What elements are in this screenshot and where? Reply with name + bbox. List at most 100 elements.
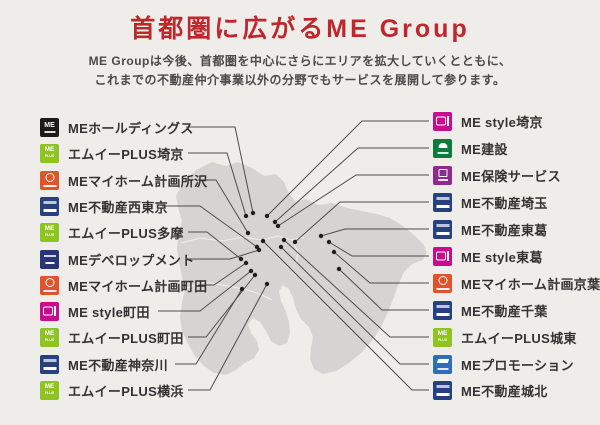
location-dot (275, 223, 281, 229)
connector-line (328, 241, 429, 257)
prefecture-border (183, 281, 273, 301)
company-item[interactable]: ME不動産西東京 (40, 196, 168, 216)
company-item[interactable]: ME不動産神奈川 (40, 354, 168, 374)
connector-line (186, 249, 260, 260)
company-item[interactable]: MEマイホーム計画京葉 (433, 273, 600, 293)
company-label: エムイーPLUS埼京 (68, 146, 184, 162)
company-label: ME不動産東葛 (461, 222, 548, 238)
connector-line (186, 126, 254, 214)
location-dot (336, 266, 342, 272)
company-item[interactable]: MEマイホーム計画町田 (40, 275, 207, 295)
company-label: MEプロモーション (461, 357, 574, 373)
company-label: ME style埼京 (461, 114, 543, 130)
location-dot (243, 260, 249, 266)
connector-line (188, 274, 256, 338)
company-item[interactable]: ME style町田 (40, 301, 150, 321)
company-label: MEマイホーム計画所沢 (68, 173, 208, 189)
me-fudosan-logo-icon (40, 196, 59, 216)
me-fudosan-logo-icon (40, 354, 59, 374)
location-dot (272, 219, 278, 225)
me-style-logo-icon (433, 111, 452, 131)
company-label: ME不動産神奈川 (68, 357, 168, 373)
me-myhome-logo-icon (433, 273, 452, 293)
connector-line (338, 268, 429, 311)
me-plus-logo-icon (40, 222, 59, 242)
company-item[interactable]: エムイーPLUS多摩 (40, 222, 184, 242)
connector-line (320, 228, 429, 237)
location-dot (318, 233, 324, 239)
me-kensetsu-logo-icon (433, 138, 452, 158)
connector-line (198, 262, 247, 286)
location-dot (252, 272, 258, 278)
connector-line (188, 283, 268, 391)
company-item[interactable]: MEプロモーション (433, 354, 574, 374)
connector-line (277, 174, 429, 227)
me-fudosan-logo-icon (433, 300, 452, 320)
me-holdings-logo-icon (40, 117, 59, 137)
company-label: エムイーPLUS多摩 (68, 225, 184, 241)
company-item[interactable]: MEデベロップメント (40, 249, 195, 269)
company-item[interactable]: MEホールディングス (40, 117, 194, 137)
connector-line (333, 251, 429, 284)
location-dot (264, 281, 270, 287)
page-subtitle: ME Groupは今後、首都圏を中心にさらにエリアを拡大していくとともに、 これ… (0, 52, 600, 90)
location-dot (250, 210, 256, 216)
company-label: MEマイホーム計画町田 (68, 278, 208, 294)
company-item[interactable]: MEマイホーム計画所沢 (40, 170, 207, 190)
me-plus-logo-icon (40, 143, 59, 163)
company-label: エムイーPLUS城東 (461, 330, 577, 346)
me-style-logo-icon (40, 301, 59, 321)
company-label: MEホールディングス (68, 120, 194, 136)
company-item[interactable]: ME不動産東葛 (433, 219, 548, 239)
company-label: エムイーPLUS町田 (68, 330, 184, 346)
me-myhome-logo-icon (40, 275, 59, 295)
prefecture-border (291, 239, 299, 265)
location-dot (243, 213, 249, 219)
me-plus-logo-icon (40, 380, 59, 400)
location-dot (238, 256, 244, 262)
company-label: ME不動産西東京 (68, 199, 168, 215)
connector-line (158, 270, 252, 312)
kanto-map-silhouette (176, 162, 427, 375)
company-label: ME保険サービス (461, 168, 561, 184)
connector-line (175, 288, 243, 365)
company-item[interactable]: エムイーPLUS埼京 (40, 143, 184, 163)
connector-line (262, 240, 429, 391)
me-fudosan-logo-icon (433, 192, 452, 212)
company-label: ME不動産埼玉 (461, 195, 548, 211)
company-item[interactable]: ME保険サービス (433, 165, 561, 185)
me-hoken-logo-icon (433, 165, 452, 185)
me-fudosan-logo-icon (433, 219, 452, 239)
company-label: ME style町田 (68, 304, 150, 320)
company-item[interactable]: エムイーPLUS城東 (433, 327, 577, 347)
company-item[interactable]: ME不動産埼玉 (433, 192, 548, 212)
connector-line (198, 179, 249, 234)
company-item[interactable]: ME建設 (433, 138, 508, 158)
company-item[interactable]: エムイーPLUS町田 (40, 327, 184, 347)
company-item[interactable]: ME style埼京 (433, 111, 543, 131)
connector-line (188, 152, 247, 217)
connector-line (280, 246, 429, 365)
prefecture-border (180, 235, 305, 244)
company-item[interactable]: ME style東葛 (433, 246, 543, 266)
page-title: 首都圏に広がるME Group (130, 15, 470, 43)
company-item[interactable]: ME不動産城北 (433, 380, 548, 400)
me-plus-logo-icon (433, 327, 452, 347)
location-dot (331, 249, 337, 255)
location-dot (292, 239, 298, 245)
me-myhome-logo-icon (40, 170, 59, 190)
location-dot (260, 238, 266, 244)
connector-line (162, 205, 258, 248)
location-dot (239, 286, 245, 292)
location-dot (278, 244, 284, 250)
location-dot (248, 268, 254, 274)
connector-line (188, 231, 242, 260)
company-item[interactable]: ME不動産千葉 (433, 300, 548, 320)
company-item[interactable]: エムイーPLUS横浜 (40, 380, 184, 400)
company-label: エムイーPLUS横浜 (68, 383, 184, 399)
company-label: ME建設 (461, 141, 508, 157)
subtitle-line-1: ME Groupは今後、首都圏を中心にさらにエリアを拡大していくとともに、 (88, 54, 512, 68)
me-style-logo-icon (433, 246, 452, 266)
